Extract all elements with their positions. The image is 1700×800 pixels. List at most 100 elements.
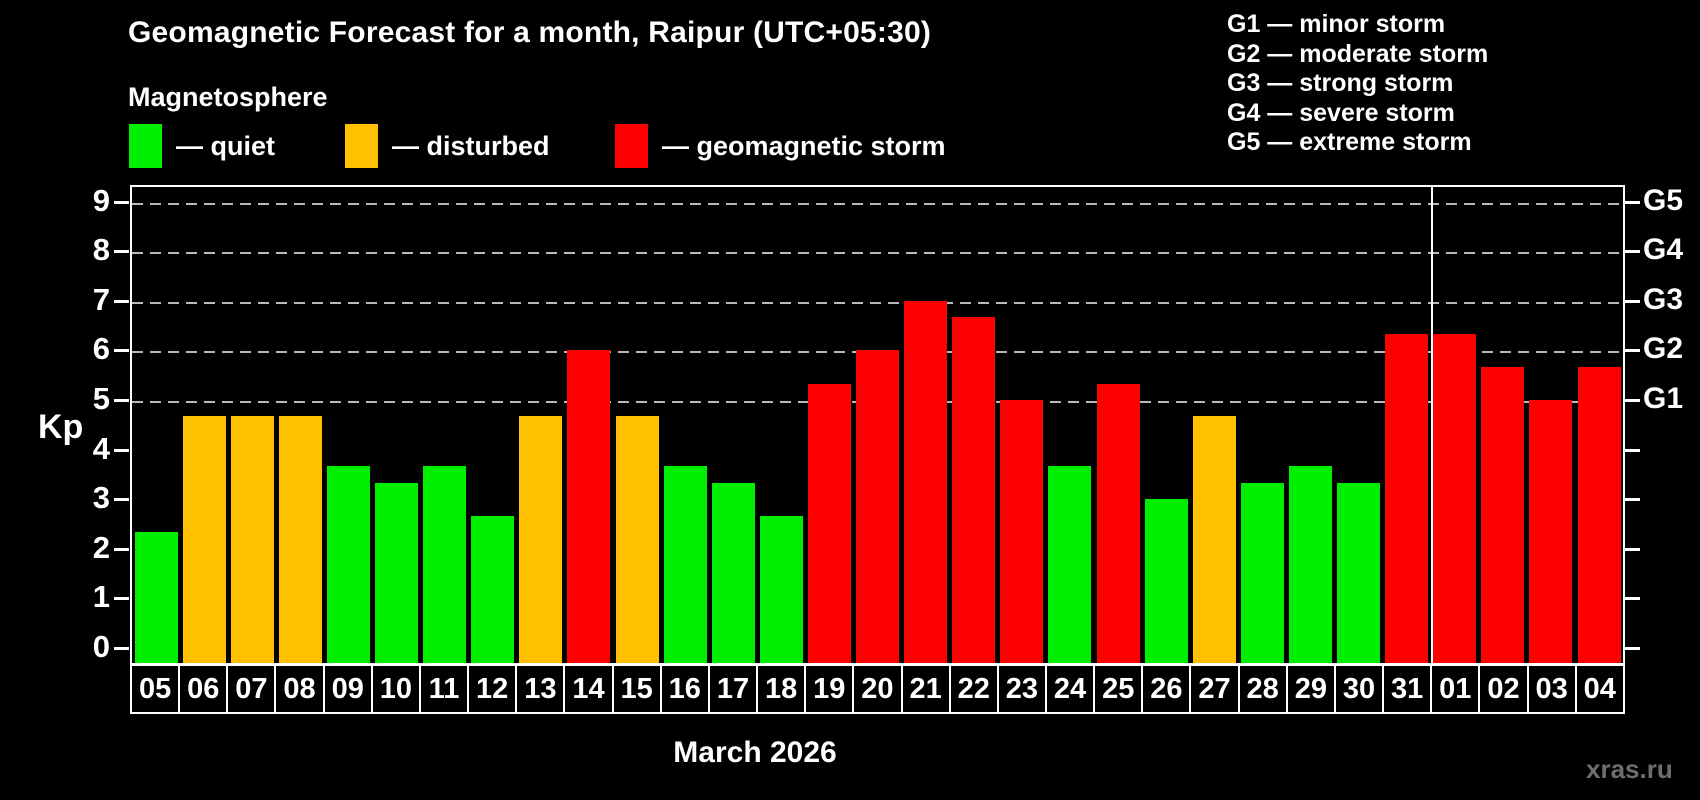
day-label-03: 03 <box>1529 666 1577 712</box>
magnetosphere-label: Magnetosphere <box>128 82 328 112</box>
bar-day-14 <box>567 350 611 663</box>
day-label-18: 18 <box>758 666 807 712</box>
bar-day-28 <box>1240 482 1284 663</box>
day-label-23: 23 <box>999 666 1047 712</box>
bar-day-16 <box>663 465 707 663</box>
day-label-11: 11 <box>421 666 470 712</box>
bar-day-26 <box>1144 499 1188 663</box>
g4-legend-line: G4 — severe storm <box>1227 98 1455 127</box>
day-label-20: 20 <box>854 666 903 712</box>
day-label-31: 31 <box>1384 666 1433 712</box>
day-label-21: 21 <box>903 666 951 712</box>
left-tick-kp-8 <box>114 250 129 254</box>
bar-day-08 <box>278 416 322 663</box>
left-tick-kp-6 <box>114 349 129 353</box>
right-tick-kp-5 <box>1625 399 1640 402</box>
bar-day-25 <box>1096 383 1140 663</box>
bar-day-12 <box>471 515 515 663</box>
bar-day-01 <box>1433 334 1477 663</box>
storm-color-swatch <box>615 124 648 168</box>
gridline-kp-7 <box>132 301 1623 304</box>
bar-day-30 <box>1337 482 1380 663</box>
day-label-12: 12 <box>469 666 518 712</box>
day-label-07: 07 <box>228 666 277 712</box>
gridline-kp-9 <box>132 202 1623 205</box>
y-axis-title: Kp <box>38 408 84 446</box>
day-label-19: 19 <box>806 666 855 712</box>
left-tick-kp-9 <box>114 200 129 204</box>
g1-legend-line: G1 — minor storm <box>1227 10 1446 38</box>
day-label-14: 14 <box>565 666 614 712</box>
y-tick-label-8: 8 <box>92 232 110 268</box>
y-tick-label-4: 4 <box>92 430 110 466</box>
bar-day-05 <box>134 532 178 663</box>
right-tick-kp-6 <box>1625 349 1640 353</box>
right-tick-kp-8 <box>1625 250 1640 254</box>
left-tick-kp-5 <box>114 399 129 402</box>
y-tick-label-7: 7 <box>92 281 110 317</box>
left-tick-kp-1 <box>114 597 129 601</box>
g-scale-legend: G1 — minor storm G2 — moderate storm G3 … <box>1227 10 1488 158</box>
bar-day-31 <box>1385 334 1429 663</box>
legend-item-disturbed: — disturbed <box>345 124 550 168</box>
right-tick-kp-9 <box>1625 200 1640 204</box>
legend-item-quiet: — quiet <box>129 124 275 168</box>
y-tick-label-2: 2 <box>92 529 110 565</box>
page-title: Geomagnetic Forecast for a month, Raipur… <box>128 16 932 49</box>
bar-day-03 <box>1529 400 1573 663</box>
g3-legend-line: G3 — strong storm <box>1227 69 1454 97</box>
g-scale-label-g2: G2 <box>1643 332 1684 366</box>
x-axis-day-row: 05 06 07 08 09 10 11 12 13 14 15 16 17 18 19 20 21 22 23 24… <box>130 664 1625 714</box>
bar-day-06 <box>182 416 226 663</box>
day-label-26: 26 <box>1143 666 1192 712</box>
g-scale-label-g1: G1 <box>1643 382 1684 415</box>
plot-canvas <box>132 187 1623 663</box>
day-label-01: 01 <box>1432 666 1481 712</box>
legend-label-storm: — geomagnetic storm <box>662 130 946 161</box>
bar-day-17 <box>711 482 755 663</box>
left-tick-kp-3 <box>114 498 129 502</box>
day-label-05: 05 <box>132 666 181 712</box>
legend-label-quiet: — quiet <box>176 130 275 161</box>
x-axis-month-label: March 2026 <box>673 736 837 769</box>
left-tick-kp-4 <box>114 448 129 452</box>
disturbed-color-swatch <box>345 124 378 168</box>
gridline-kp-8 <box>132 252 1623 255</box>
bar-day-04 <box>1577 366 1621 663</box>
bar-day-07 <box>230 416 274 663</box>
day-label-15: 15 <box>614 666 662 712</box>
bar-day-19 <box>807 383 851 663</box>
day-label-02: 02 <box>1480 666 1529 712</box>
bar-day-29 <box>1288 465 1332 663</box>
legend-item-storm: — geomagnetic storm <box>615 124 946 168</box>
day-label-06: 06 <box>180 666 229 712</box>
right-tick-kp-0 <box>1625 647 1640 650</box>
day-label-10: 10 <box>373 666 421 712</box>
day-label-22: 22 <box>951 666 999 712</box>
day-label-29: 29 <box>1288 666 1336 712</box>
y-tick-label-9: 9 <box>92 182 110 218</box>
bar-day-20 <box>856 350 899 663</box>
bar-day-24 <box>1048 465 1092 663</box>
bar-day-23 <box>1000 400 1044 663</box>
right-tick-kp-3 <box>1625 498 1640 502</box>
right-tick-kp-2 <box>1625 547 1640 551</box>
day-label-24: 24 <box>1047 666 1096 712</box>
bar-day-13 <box>519 416 563 663</box>
bar-day-10 <box>375 482 418 663</box>
quiet-color-swatch <box>129 124 162 168</box>
day-label-16: 16 <box>662 666 710 712</box>
day-label-08: 08 <box>276 666 325 712</box>
left-tick-kp-0 <box>114 647 129 650</box>
bar-day-22 <box>952 317 996 663</box>
g5-legend-line: G5 — extreme storm <box>1227 128 1472 156</box>
y-tick-label-5: 5 <box>92 381 110 416</box>
day-label-28: 28 <box>1240 666 1288 712</box>
bar-day-02 <box>1481 366 1525 663</box>
g-scale-label-g3: G3 <box>1643 282 1684 316</box>
g-scale-label-g4: G4 <box>1643 233 1684 267</box>
day-label-27: 27 <box>1191 666 1240 712</box>
y-tick-label-3: 3 <box>92 480 110 516</box>
month-divider-line <box>1431 187 1434 663</box>
left-tick-kp-7 <box>114 299 129 303</box>
